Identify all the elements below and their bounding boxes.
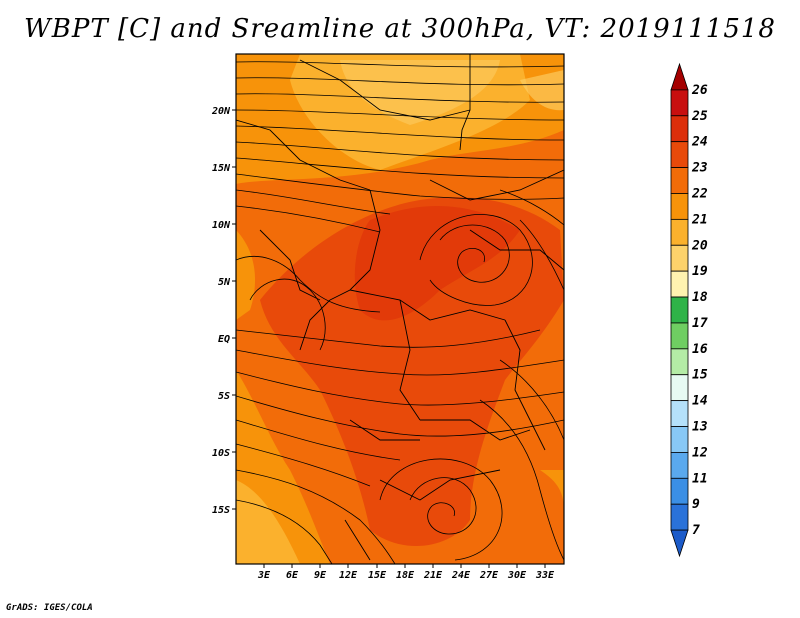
colorbar-cell bbox=[670, 348, 689, 376]
lon-tick-30e: 30E bbox=[507, 564, 527, 581]
colorbar-cell bbox=[670, 296, 689, 324]
colorbar-cell bbox=[670, 193, 689, 220]
colorbar-label: 26 bbox=[691, 83, 708, 98]
lat-tick-5n: 5N bbox=[218, 277, 236, 288]
country-borders bbox=[236, 54, 564, 561]
map-frame bbox=[235, 53, 565, 565]
lon-tick-15e: 15E bbox=[368, 564, 387, 581]
svg-text:9E: 9E bbox=[314, 570, 327, 581]
colorbar-label: 11 bbox=[692, 471, 708, 486]
svg-text:15N: 15N bbox=[212, 163, 231, 174]
lat-tick-15s: 15S bbox=[212, 505, 236, 516]
lon-tick-18e: 18E bbox=[396, 564, 415, 581]
colorbar-label: 22 bbox=[691, 186, 708, 201]
svg-text:33E: 33E bbox=[535, 570, 555, 581]
svg-text:15S: 15S bbox=[212, 505, 230, 516]
svg-text:21E: 21E bbox=[423, 570, 443, 581]
lon-tick-9e: 9E bbox=[314, 564, 327, 581]
colorbar-cell bbox=[670, 167, 689, 194]
svg-text:10S: 10S bbox=[212, 448, 230, 459]
colorbar-cell bbox=[670, 477, 689, 505]
central-africa-core bbox=[260, 197, 564, 547]
colorbar-cell bbox=[670, 244, 689, 272]
svg-text:6E: 6E bbox=[286, 570, 299, 581]
lon-tick-27e: 27E bbox=[479, 564, 499, 581]
colorbar-cell bbox=[670, 374, 689, 402]
svg-text:3E: 3E bbox=[257, 570, 271, 581]
colorbar-cell bbox=[670, 503, 689, 531]
colorbar-label: 21 bbox=[691, 212, 708, 227]
colorbar-top-arrow bbox=[670, 62, 689, 91]
colorbar-label: 13 bbox=[692, 420, 708, 435]
svg-text:24E: 24E bbox=[451, 570, 471, 581]
svg-text:20N: 20N bbox=[211, 106, 231, 117]
svg-text:10N: 10N bbox=[212, 220, 231, 231]
svg-text:30E: 30E bbox=[507, 570, 527, 581]
colorbar-label: 9 bbox=[692, 497, 700, 512]
colorbar-cell bbox=[670, 115, 689, 143]
colorbar-label: 24 bbox=[691, 135, 708, 150]
lat-tick-5s: 5S bbox=[218, 391, 236, 402]
colorbar-label: 7 bbox=[692, 523, 700, 538]
lon-tick-24e: 24E bbox=[451, 564, 471, 581]
lon-tick-12e: 12E bbox=[339, 564, 358, 581]
colorbar-label: 17 bbox=[692, 316, 708, 331]
lat-tick-10s: 10S bbox=[212, 448, 236, 459]
chart-title: WBPT [C] and Sreamline at 300hPa, VT: 20… bbox=[24, 14, 776, 44]
grads-credit: GrADS: IGES/COLA bbox=[6, 603, 93, 613]
svg-text:EQ: EQ bbox=[218, 334, 230, 345]
colorbar-label: 18 bbox=[692, 290, 708, 305]
lon-tick-21e: 21E bbox=[423, 564, 443, 581]
svg-text:5S: 5S bbox=[218, 391, 230, 402]
colorbar-cell bbox=[670, 452, 689, 479]
colorbar-cell bbox=[670, 218, 689, 246]
svg-text:15E: 15E bbox=[368, 570, 387, 581]
svg-text:12E: 12E bbox=[339, 570, 358, 581]
lon-axis: 3E 6E 9E 12E 15E 18E 21E 24E 27E 30E 33E bbox=[257, 564, 555, 581]
colorbar-label: 25 bbox=[691, 109, 708, 124]
lat-tick-20n: 20N bbox=[211, 106, 236, 117]
lat-tick-eq: EQ bbox=[218, 334, 236, 345]
lat-tick-10n: 10N bbox=[212, 220, 236, 231]
colorbar-label: 19 bbox=[692, 264, 708, 279]
lat-tick-15n: 15N bbox=[212, 163, 236, 174]
svg-text:27E: 27E bbox=[479, 570, 499, 581]
svg-text:5N: 5N bbox=[218, 277, 231, 288]
colorbar: 26 25 24 23 22 21 20 19 18 17 16 15 14 13 12 11 9 7 bbox=[670, 62, 708, 558]
colorbar-cell bbox=[670, 426, 689, 453]
colorbar-label: 15 bbox=[692, 368, 708, 383]
colorbar-cell bbox=[670, 400, 689, 427]
colorbar-cell bbox=[670, 270, 689, 298]
lon-tick-3e: 3E bbox=[257, 564, 271, 581]
streamlines bbox=[236, 61, 564, 564]
lat-axis: 20N 15N 10N 5N EQ 5S 10S 15S bbox=[211, 106, 236, 516]
colorbar-label: 23 bbox=[691, 161, 708, 176]
colorbar-cell bbox=[670, 141, 689, 168]
colorbar-label: 14 bbox=[692, 394, 708, 409]
colorbar-bottom-arrow bbox=[670, 529, 689, 558]
colorbar-label: 16 bbox=[692, 342, 708, 357]
colorbar-cell bbox=[670, 322, 689, 350]
colorbar-cell bbox=[670, 89, 689, 117]
colorbar-label: 12 bbox=[692, 445, 708, 460]
svg-text:18E: 18E bbox=[396, 570, 415, 581]
colorbar-label: 20 bbox=[691, 238, 708, 253]
map-panel bbox=[236, 54, 564, 564]
lon-tick-6e: 6E bbox=[286, 564, 299, 581]
lon-tick-33e: 33E bbox=[535, 564, 555, 581]
